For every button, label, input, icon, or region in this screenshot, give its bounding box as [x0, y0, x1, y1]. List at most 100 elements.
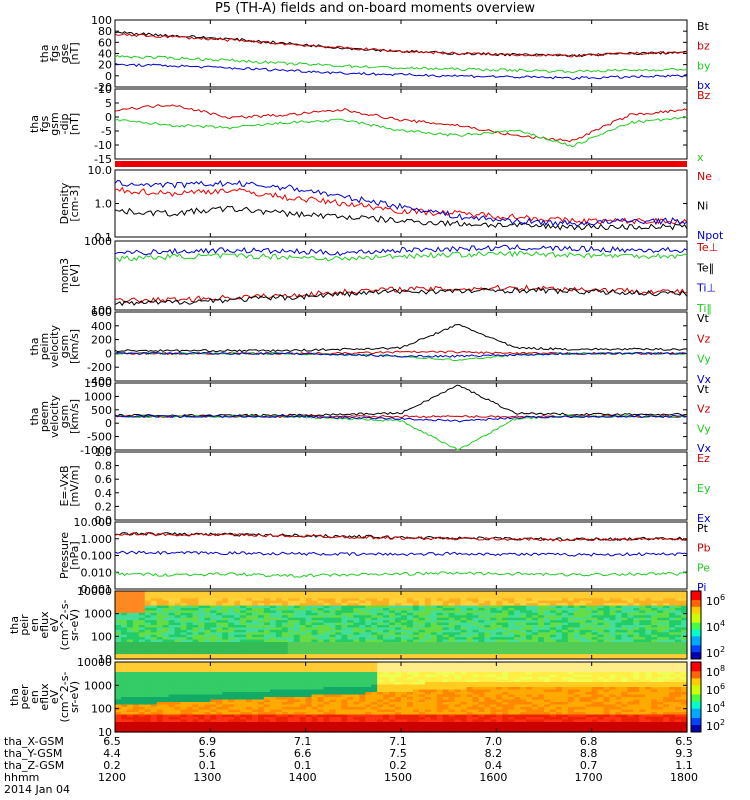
footer-row-label: tha_X-GSM: [4, 735, 64, 748]
series-line-Ti‖: [114, 250, 688, 263]
legend-entry: Vx: [697, 442, 712, 455]
y-tick-label: 100: [91, 630, 112, 643]
svg-text:gsm: gsm: [58, 405, 71, 428]
legend-entry: Bt: [697, 20, 710, 33]
panel-frame: [114, 19, 688, 88]
y-tick-label: 1.000: [81, 533, 113, 546]
panel-peer_spec: 108 106 104 102 10000 1000 100 10 thapeereneflux…: [8, 656, 725, 739]
y-tick-label: 0: [105, 347, 112, 360]
svg-text:tha: tha: [28, 407, 41, 425]
colorbar-peer_spec: 108 106 104 102: [690, 661, 725, 733]
series-line-by: [114, 54, 688, 74]
legend-entry: Ti⊥: [696, 282, 716, 295]
svg-text:(cm^2-s-: (cm^2-s-: [58, 600, 71, 651]
legend-entry: Ne: [697, 170, 712, 183]
colorbar-tick: 108: [706, 664, 725, 679]
y-tick-label: 0.010: [81, 566, 113, 579]
svg-text:E=-VxB: E=-VxB: [58, 465, 71, 506]
series-line-bx: [114, 62, 688, 80]
footer-value: 0.1: [293, 759, 312, 772]
colorbar-peir_spec: 106 104 102: [690, 590, 725, 660]
svg-text:[eV]: [eV]: [68, 264, 81, 287]
svg-text:[nT]: [nT]: [68, 113, 81, 135]
legend-entry: Pb: [697, 542, 711, 555]
series-group-pressure: [114, 532, 688, 578]
footer-value: 1400: [288, 771, 317, 784]
y-tick-label: -5: [101, 125, 112, 138]
series-group-fgs_gse: [114, 31, 688, 80]
svg-text:tha: tha: [38, 44, 51, 62]
panel-pressure: 10.0001.0000.1000.0100.001Pressure[nPa]P…: [58, 516, 711, 596]
y-axis-label: mom3[eV]: [58, 258, 81, 293]
y-tick-label: 80: [98, 25, 112, 38]
legend-entry: Bz: [697, 89, 711, 102]
y-tick-label: 200: [91, 334, 112, 347]
y-axis-label: Density[cm-3]: [58, 182, 81, 224]
svg-text:tha: tha: [8, 616, 21, 634]
svg-text:peim: peim: [38, 333, 51, 361]
footer-value: 6.5: [103, 735, 121, 748]
y-tick-label: 1500: [84, 377, 112, 390]
y-tick-label: 5: [105, 97, 112, 110]
y-tick-label: -10: [94, 139, 112, 152]
footer-value: 7.1: [293, 735, 312, 748]
footer-row-label: hhmm: [4, 771, 40, 784]
panel-efield: 1.00.80.60.40.20.0 E=-VxB[mV/m] Ez Ey Ex: [58, 446, 711, 527]
series-line-x: [114, 115, 688, 148]
y-tick-label: 10: [98, 653, 112, 666]
y-tick-label: 0.2: [95, 500, 113, 513]
svg-text:peir: peir: [18, 614, 31, 636]
series-line-Ne: [114, 186, 688, 226]
y-tick-label: 0: [105, 417, 112, 430]
series-group-peem_velocity: [114, 384, 688, 451]
legend-entry: Pi: [697, 581, 706, 594]
svg-text:peem: peem: [38, 401, 51, 432]
footer-value: 1700: [574, 771, 603, 784]
panel-frame: [114, 521, 688, 590]
series-group-density: [114, 180, 688, 231]
svg-text:[nT]: [nT]: [68, 42, 81, 64]
colorbar-tick: 102: [706, 718, 725, 733]
footer-value: 6.6: [293, 747, 312, 760]
panel-frame: [114, 451, 688, 521]
footer-value: 4.4: [103, 747, 121, 760]
footer-value: 1.1: [675, 759, 693, 772]
legend-entry: Te⊥: [696, 241, 718, 254]
series-group-temp: [114, 244, 688, 307]
svg-text:eV: eV: [48, 617, 61, 632]
y-axis-label: E=-VxB[mV/m]: [58, 465, 81, 506]
footer-value: 0.1: [198, 759, 217, 772]
colorbar-tick: 106: [706, 593, 725, 608]
legend-entry: Ti‖: [696, 302, 712, 315]
footer-value: 1600: [479, 771, 508, 784]
series-line-Te⊥: [114, 284, 688, 304]
legend-entry: by: [697, 59, 711, 72]
y-tick-label: 10000: [77, 585, 112, 598]
footer-value: 8.8: [579, 747, 598, 760]
svg-text:gsm: gsm: [58, 335, 71, 358]
svg-text:tha: tha: [28, 115, 41, 133]
panel-frame: [114, 311, 688, 382]
footer-value: 1500: [384, 771, 412, 784]
series-line-Pe: [114, 571, 688, 578]
legend-entry: Ni: [697, 200, 708, 213]
y-tick-label: 0.0: [95, 514, 113, 527]
legend-entry: Vz: [697, 403, 711, 416]
y-tick-label: 600: [91, 306, 112, 319]
svg-text:gsm: gsm: [48, 112, 61, 135]
y-tick-label: -1000: [80, 444, 112, 457]
y-tick-label: -200: [87, 361, 112, 374]
svg-text:fgs: fgs: [48, 45, 61, 62]
svg-text:gse: gse: [58, 44, 71, 64]
y-tick-label: -400: [87, 375, 112, 388]
series-line-Pt: [115, 532, 688, 541]
svg-text:[mV/m]: [mV/m]: [68, 465, 81, 506]
footer-value: 0.2: [389, 759, 407, 772]
footer-value: 7.5: [389, 747, 407, 760]
